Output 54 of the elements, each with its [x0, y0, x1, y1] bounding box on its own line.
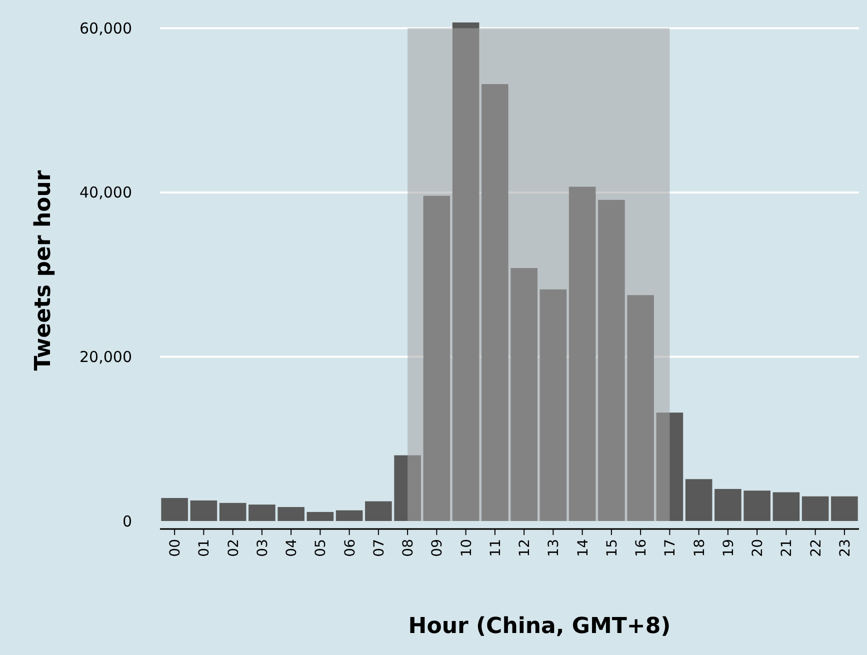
x-tick-label: 13	[546, 539, 562, 557]
bar	[772, 492, 800, 521]
x-tick-label: 08	[400, 539, 417, 557]
x-tick-label: 21	[779, 539, 796, 557]
bar	[598, 200, 625, 521]
x-tick-label: 17	[662, 539, 679, 557]
bar	[831, 496, 858, 521]
bar	[568, 186, 596, 521]
x-tick-label: 01	[196, 539, 213, 557]
x-tick-label: 18	[692, 539, 708, 557]
x-tick-label: 14	[575, 538, 592, 557]
bar	[802, 496, 829, 521]
x-tick-label: 16	[634, 538, 650, 557]
bar	[510, 268, 538, 521]
y-tick-label: 40,000	[80, 184, 132, 202]
x-tick-label: 07	[371, 539, 388, 557]
bar	[482, 84, 508, 521]
x-tick-label: 22	[808, 539, 824, 557]
x-tick-label: 02	[226, 539, 242, 557]
x-axis-title: Hour (China, GMT+8)	[408, 614, 671, 639]
x-tick-label: 06	[342, 538, 358, 557]
y-tick-label: 20,000	[80, 348, 132, 366]
bar	[161, 498, 188, 521]
bar	[219, 502, 246, 521]
x-tick-label: 05	[313, 539, 330, 557]
x-tick-label: 04	[284, 538, 300, 557]
bar	[248, 504, 276, 521]
bar	[656, 412, 684, 521]
bar	[452, 22, 480, 521]
x-tick-label: 00	[168, 539, 184, 557]
bar	[336, 510, 363, 521]
bar	[365, 501, 392, 521]
bar	[714, 488, 742, 521]
x-tick-label: 03	[254, 539, 271, 557]
bar	[685, 479, 712, 521]
bar	[744, 490, 770, 521]
bar	[627, 295, 654, 521]
y-axis-title: Tweets per hour	[31, 170, 56, 371]
y-tick-label: 60,000	[80, 19, 132, 38]
x-tick-label: 15	[604, 539, 620, 557]
bar	[278, 507, 304, 521]
y-tick-label: 0	[122, 512, 132, 530]
bar	[190, 500, 218, 521]
x-tick-label: 23	[837, 539, 854, 557]
bar	[306, 512, 334, 521]
x-tick-label: 10	[458, 539, 475, 557]
bar	[394, 455, 421, 521]
bar	[540, 289, 567, 521]
x-tick-label: 19	[720, 539, 737, 557]
x-tick-label: 11	[488, 539, 504, 557]
x-tick-label: 12	[517, 539, 534, 557]
bar	[423, 196, 450, 521]
x-tick-label: 09	[430, 539, 446, 557]
x-tick-label: 20	[750, 539, 766, 557]
